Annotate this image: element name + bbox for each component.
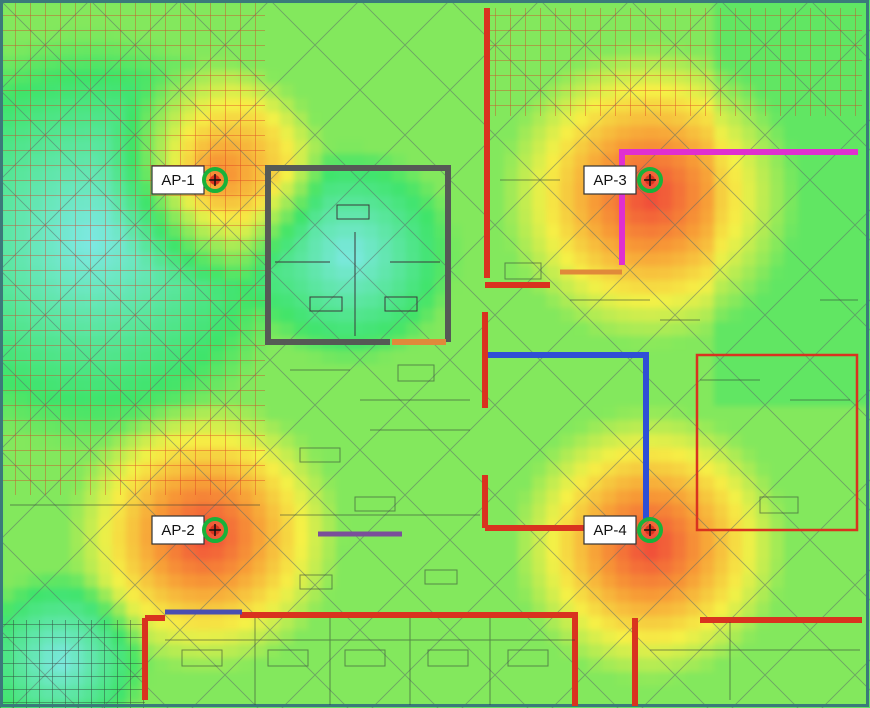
grid-region-west [0,0,265,495]
wall-blue [488,352,649,520]
ap-label: AP-4 [593,522,626,539]
ap-label-box [583,515,637,545]
ap-crosshair-icon [209,524,221,536]
walls-red [142,8,862,706]
ap-crosshair-icon [644,524,656,536]
ap-marker-icon [637,517,663,543]
ap-marker-icon [637,167,663,193]
ap-label-box [151,515,205,545]
ap-crosshair-icon [209,174,221,186]
access-point-ap2[interactable]: AP-2 [151,515,228,545]
access-point-ap1[interactable]: AP-1 [151,165,228,195]
ap-label: AP-3 [593,172,626,189]
access-point-ap4[interactable]: AP-4 [583,515,663,545]
ap-label-box [583,165,637,195]
grid-region-southwest [0,620,145,708]
fixture [336,204,370,220]
wall-gray-room [265,165,451,345]
ap-marker-icon [202,517,228,543]
furniture-outlines [10,179,860,705]
ap-crosshair-icon [644,174,656,186]
grid-region-northeast [490,8,862,116]
fixture [309,296,343,312]
wall-magenta [619,149,858,265]
ap-label: AP-2 [161,522,194,539]
ap-label: AP-1 [161,172,194,189]
room-east [695,353,859,532]
access-point-ap3[interactable]: AP-3 [583,165,663,195]
fixture [384,296,418,312]
ap-marker-icon [202,167,228,193]
